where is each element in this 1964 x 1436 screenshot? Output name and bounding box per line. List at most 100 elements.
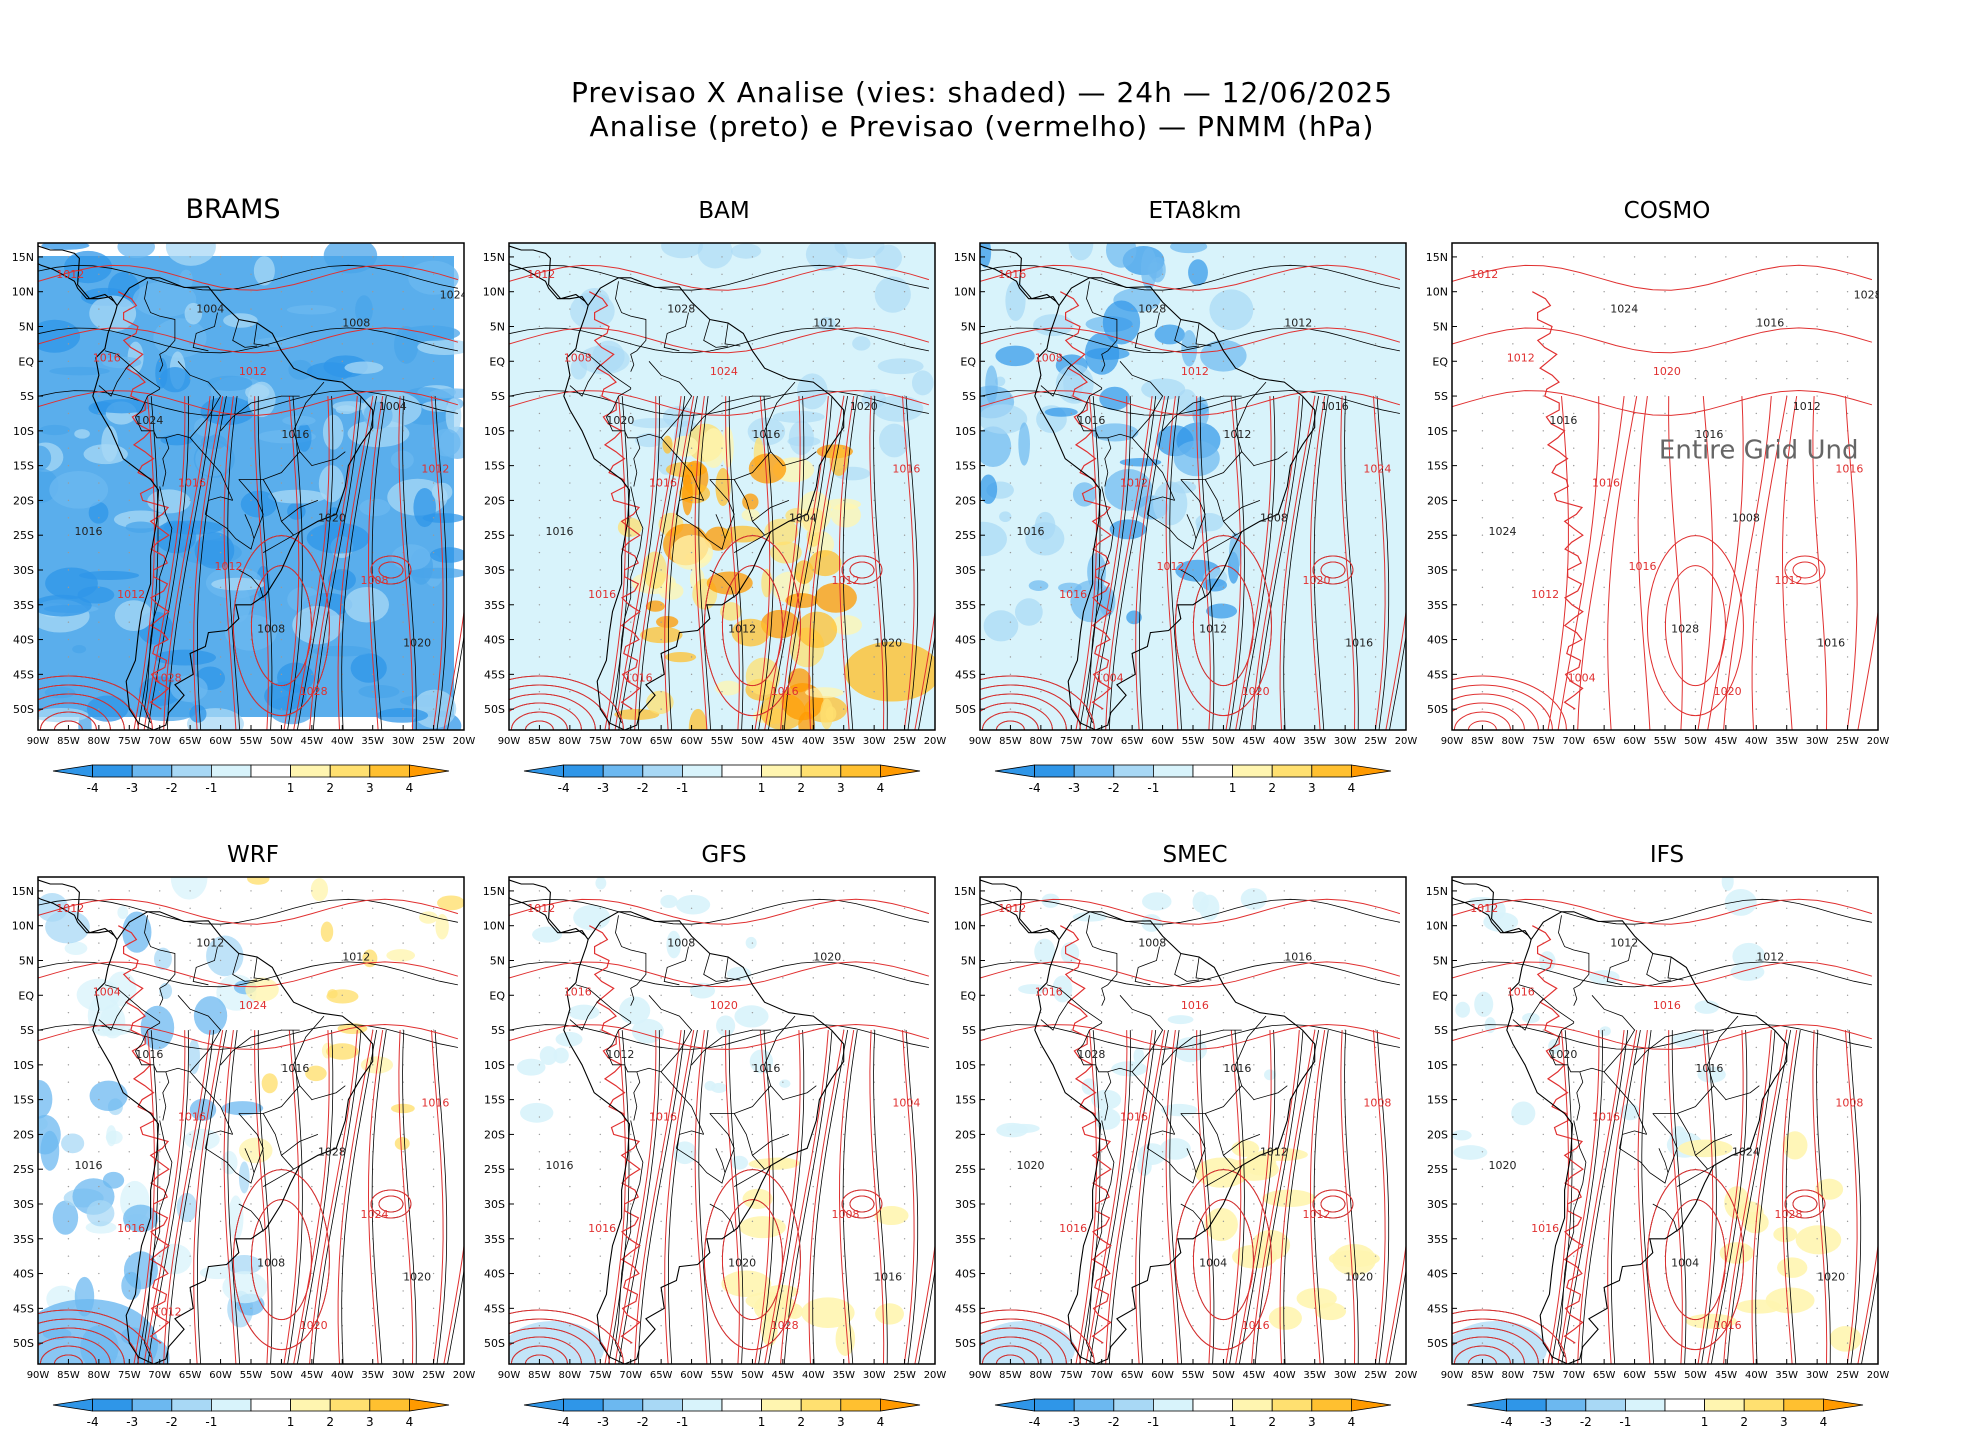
lon-tick-label: 30W (392, 1370, 415, 1381)
lat-tick-label: 40S (1427, 634, 1448, 647)
lat-tick-label: 10N (483, 920, 505, 933)
contour-label: 1016 (93, 351, 121, 364)
contour-label: 1016 (1035, 985, 1063, 998)
lat-tick-label: 15N (1426, 885, 1448, 898)
lat-tick-label: 35S (955, 599, 976, 612)
contour-label: 1020 (1017, 1159, 1045, 1172)
contour-label: 1016 (892, 463, 920, 476)
contour-label: 1020 (1714, 685, 1742, 698)
contour-label: 1020 (1653, 365, 1681, 378)
contour-label: 1008 (564, 351, 592, 364)
lat-tick-label: 20S (13, 494, 34, 507)
lat-tick-label: 10N (954, 920, 976, 933)
contour-label: 1016 (649, 477, 677, 490)
contour-label: 1016 (1059, 1222, 1087, 1235)
colorbar-tick-label: -2 (166, 1415, 178, 1429)
lat-tick-label: 50S (955, 1337, 976, 1350)
lon-tick-label: 55W (1182, 736, 1205, 747)
contour-label: 1012 (56, 902, 84, 915)
contour-label: 1016 (1695, 428, 1723, 441)
contour-label: 1024 (1732, 1145, 1760, 1158)
lat-tick-label: 30S (13, 564, 34, 577)
contour-label: 1016 (1242, 1319, 1270, 1332)
lat-tick-label: 45S (1427, 1302, 1448, 1315)
colorbar: -4 -3 -2 -1 1 2 3 4 (994, 1398, 1392, 1429)
panel-title-ifs: IFS (1649, 842, 1685, 868)
lat-tick-label: 15S (1427, 460, 1448, 473)
contour-label: 1020 (606, 414, 634, 427)
contour-label: 1020 (874, 637, 902, 650)
lon-tick-label: 75W (118, 736, 141, 747)
lat-tick-label: 10S (1427, 1059, 1448, 1072)
contour-label: 1024 (440, 289, 468, 302)
lon-tick-label: 70W (148, 1370, 171, 1381)
lon-tick-label: 20W (1395, 736, 1418, 747)
panel-ifs: 1012 1016 1016 1012 1016 1020 1016 1020 1016 1020… (1426, 876, 1889, 1429)
lon-tick-label: 45W (301, 736, 324, 747)
lon-tick-label: 70W (619, 1370, 642, 1381)
lat-tick-label: 5S (962, 390, 976, 403)
contour-label: 1012 (1470, 268, 1498, 281)
contour-label: 1028 (300, 685, 328, 698)
contour-label: 1012 (1610, 937, 1638, 950)
lon-tick-label: 80W (559, 736, 582, 747)
contour-label: 1012 (1181, 365, 1209, 378)
lon-tick-label: 50W (741, 1370, 764, 1381)
lon-tick-label: 75W (589, 1370, 612, 1381)
lon-tick-label: 75W (589, 736, 612, 747)
contour-label: 1004 (379, 400, 407, 413)
lat-tick-label: 45S (13, 1302, 34, 1315)
lon-tick-label: 55W (1654, 1370, 1677, 1381)
lon-tick-label: 30W (392, 736, 415, 747)
lon-tick-label: 35W (1775, 1370, 1798, 1381)
contour-label: 1012 (154, 1305, 182, 1318)
lon-tick-label: 55W (1182, 1370, 1205, 1381)
lat-tick-label: 15S (955, 1094, 976, 1107)
lat-tick-label: 30S (13, 1198, 34, 1211)
contour-label: 1016 (1120, 1111, 1148, 1124)
lat-tick-label: 50S (484, 703, 505, 716)
contour-label: 1016 (1756, 316, 1784, 329)
lon-tick-label: 45W (1243, 1370, 1266, 1381)
contour-label: 1020 (813, 950, 841, 963)
lat-tick-label: 5N (1433, 320, 1448, 333)
lat-tick-label: 15N (954, 251, 976, 264)
lat-tick-label: 15N (12, 885, 34, 898)
colorbar-tick-label: 3 (1308, 1415, 1316, 1429)
contour-label: 1020 (1817, 1271, 1845, 1284)
contour-label: 1012 (196, 937, 224, 950)
contour-label: 1004 (1568, 671, 1596, 684)
contour-label: 1028 (154, 671, 182, 684)
contour-label: 1012 (1223, 428, 1251, 441)
lat-tick-label: EQ (489, 989, 505, 1002)
colorbar-tick-label: -2 (1108, 1415, 1120, 1429)
lat-tick-label: 5S (1434, 390, 1448, 403)
contour-label: 1004 (93, 985, 121, 998)
contour-label: 1008 (667, 937, 695, 950)
lat-tick-label: 15N (12, 251, 34, 264)
contour-label: 1020 (710, 999, 738, 1012)
lat-tick-label: 15N (483, 251, 505, 264)
contour-label: 1016 (1714, 1319, 1742, 1332)
lat-tick-label: 50S (484, 1337, 505, 1350)
lat-tick-label: 50S (13, 1337, 34, 1350)
lon-tick-label: 60W (209, 1370, 232, 1381)
colorbar-tick-label: 2 (326, 1415, 334, 1429)
lon-tick-label: 55W (240, 736, 263, 747)
contour-label: 1012 (527, 268, 555, 281)
colorbar-tick-label: 3 (366, 1415, 374, 1429)
lat-tick-label: 10S (955, 1059, 976, 1072)
contour-label: 1016 (281, 428, 309, 441)
lat-tick-label: 35S (955, 1233, 976, 1246)
lon-tick-label: 85W (1471, 736, 1494, 747)
lon-tick-label: 25W (422, 1370, 445, 1381)
contour-label: 1016 (874, 1271, 902, 1284)
lat-tick-label: 10N (12, 920, 34, 933)
contour-label: 1016 (1507, 985, 1535, 998)
contour-label: 1012 (117, 588, 145, 601)
lat-tick-label: 10S (13, 425, 34, 438)
contour-label: 1008 (1363, 1097, 1391, 1110)
lat-tick-label: 25S (955, 1163, 976, 1176)
contour-label: 1016 (771, 685, 799, 698)
panel-title-smec: SMEC (1162, 842, 1228, 868)
